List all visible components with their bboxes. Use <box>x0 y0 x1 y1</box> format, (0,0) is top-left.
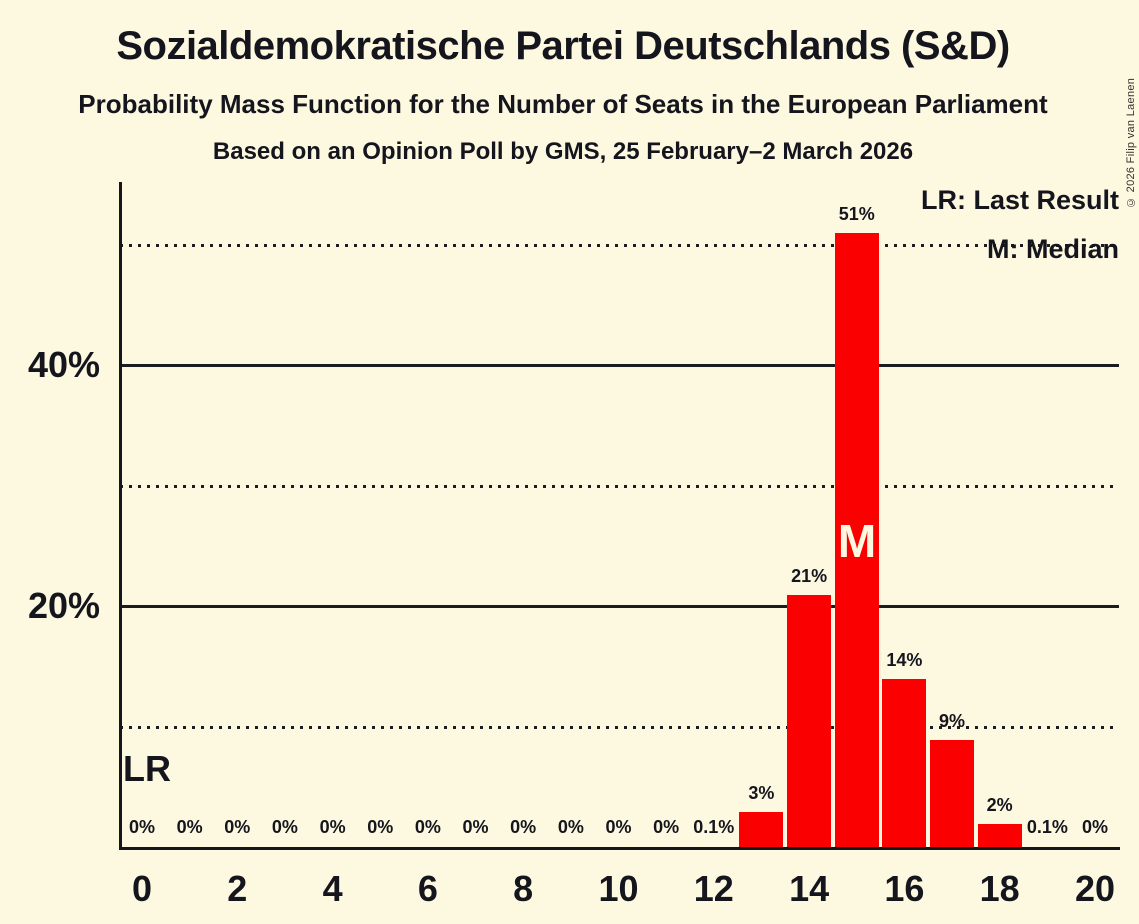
bar-value-label-seat-16: 14% <box>886 650 923 671</box>
bar-value-label-seat-7: 0% <box>462 817 489 837</box>
x-tick-label-12: 12 <box>693 868 734 909</box>
bar-value-label-seat-18: 2% <box>986 794 1013 815</box>
gridline-20 <box>120 605 1119 608</box>
x-tick-label-14: 14 <box>789 868 830 909</box>
bar-value-label-seat-10: 0% <box>605 817 632 837</box>
x-tick-label-8: 8 <box>513 868 534 909</box>
bar-value-label-seat-13: 3% <box>748 782 775 803</box>
bar-seat-18 <box>977 823 1022 848</box>
bar-value-label-seat-15: 51% <box>838 204 875 225</box>
bar-value-label-seat-2: 0% <box>224 817 251 837</box>
chart-source-line: Based on an Opinion Poll by GMS, 25 Febr… <box>212 138 914 165</box>
y-tick-label-40: 40% <box>27 344 100 385</box>
x-tick-label-4: 4 <box>322 868 343 909</box>
bar-value-label-seat-5: 0% <box>367 817 394 837</box>
bar-value-label-seat-14: 21% <box>791 565 828 586</box>
bar-value-label-seat-19: 0.1% <box>1026 817 1068 837</box>
chart-subtitle: Probability Mass Function for the Number… <box>78 89 1048 119</box>
bar-seat-15 <box>834 233 879 848</box>
bar-value-label-seat-4: 0% <box>319 817 346 837</box>
legend-median: M: Median <box>987 234 1119 264</box>
bar-value-label-seat-6: 0% <box>414 817 441 837</box>
bar-seat-14 <box>787 594 832 848</box>
legend-last-result: LR: Last Result <box>920 185 1119 215</box>
x-tick-label-20: 20 <box>1074 868 1116 909</box>
y-tick-label-20: 20% <box>27 585 100 626</box>
copyright-note: © 2026 Filip van Laenen <box>1125 77 1137 208</box>
y-axis-line <box>119 182 122 850</box>
last-result-marker: LR <box>123 748 171 789</box>
x-tick-label-16: 16 <box>884 868 925 909</box>
bar-value-label-seat-20: 0% <box>1081 817 1108 837</box>
x-tick-label-2: 2 <box>227 868 248 909</box>
x-axis-line <box>119 847 1120 850</box>
gridline-30 <box>120 484 1119 488</box>
bar-value-label-seat-9: 0% <box>557 817 584 837</box>
bar-value-label-seat-17: 9% <box>939 710 966 731</box>
bar-value-label-seat-11: 0% <box>653 817 680 837</box>
bar-value-label-seat-0: 0% <box>128 817 155 837</box>
gridline-50 <box>120 243 1119 247</box>
bar-seat-13 <box>739 811 784 848</box>
x-tick-label-18: 18 <box>979 868 1020 909</box>
x-tick-label-0: 0 <box>131 868 153 909</box>
bar-seat-17 <box>930 739 975 848</box>
bar-value-label-seat-1: 0% <box>176 817 203 837</box>
chart-title: Sozialdemokratische Partei Deutschlands … <box>116 24 1010 68</box>
x-tick-label-6: 6 <box>417 868 438 909</box>
bar-value-label-seat-8: 0% <box>510 817 537 837</box>
bar-seat-16 <box>882 679 927 848</box>
bar-value-label-seat-12: 0.1% <box>693 817 735 837</box>
median-marker: M <box>837 515 877 567</box>
gridline-10 <box>120 725 1119 729</box>
gridline-40 <box>120 364 1119 367</box>
x-tick-label-10: 10 <box>598 868 639 909</box>
bar-value-label-seat-3: 0% <box>271 817 298 837</box>
